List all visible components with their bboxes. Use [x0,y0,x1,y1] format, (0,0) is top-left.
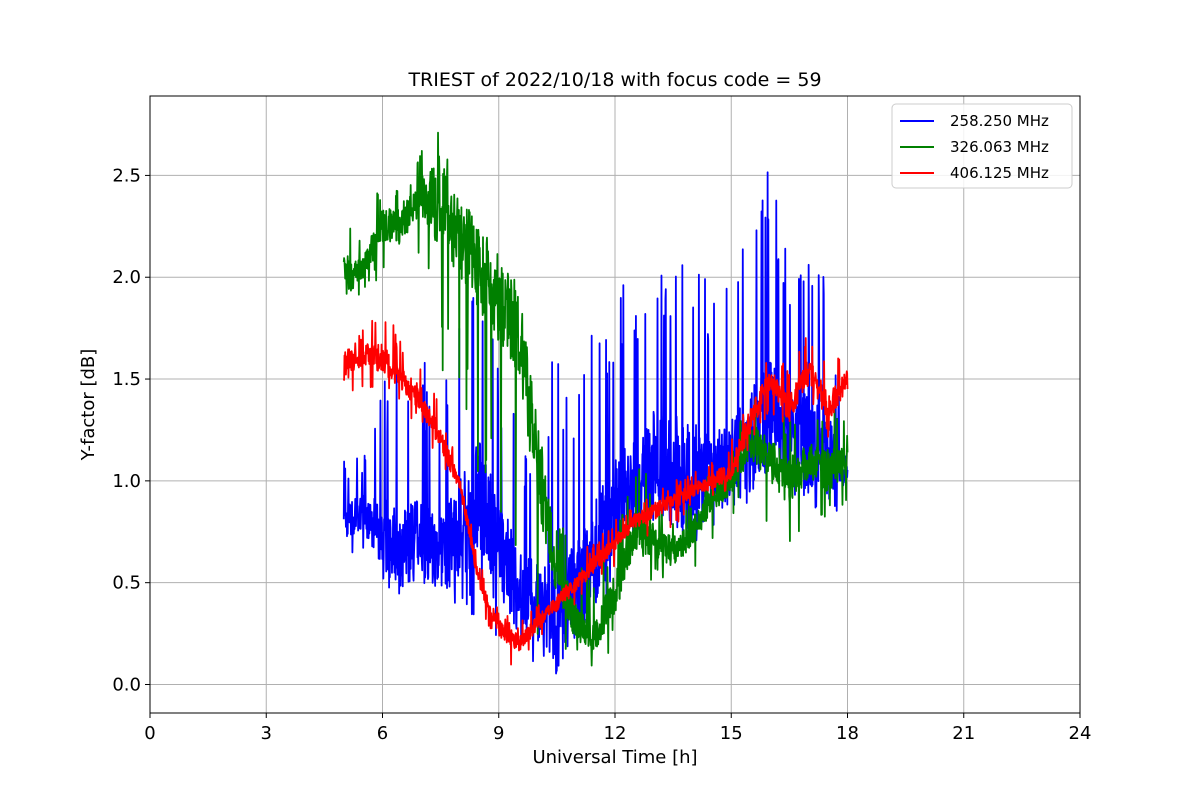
legend-label: 326.063 MHz [950,138,1049,156]
x-tick-label: 12 [604,723,627,744]
legend: 258.250 MHz 326.063 MHz 406.125 MHz [891,103,1073,189]
y-tick-label: 1.5 [112,369,141,390]
x-axis: 0 3 6 9 12 15 18 21 24 [144,713,1091,744]
y-tick-label: 0.5 [112,573,141,594]
x-tick-label: 0 [144,723,155,744]
x-tick-label: 6 [377,723,388,744]
y-tick-label: 0.0 [112,674,141,695]
x-tick-label: 15 [720,723,743,744]
legend-label: 258.250 MHz [950,112,1049,130]
y-axis-label: Y-factor [dB] [78,349,99,462]
x-axis-label: Universal Time [h] [532,747,697,768]
x-tick-label: 3 [261,723,272,744]
series-line [342,171,849,675]
chart-title: TRIEST of 2022/10/18 with focus code = 5… [407,69,821,91]
y-tick-label: 2.0 [112,267,141,288]
legend-label: 406.125 MHz [950,164,1049,182]
x-tick-label: 24 [1069,723,1092,744]
y-tick-label: 1.0 [112,471,141,492]
series-line [342,319,849,666]
plot-area [342,131,849,675]
y-axis: 0.0 0.5 1.0 1.5 2.0 2.5 [112,165,150,695]
x-tick-label: 21 [952,723,975,744]
x-tick-label: 18 [836,723,859,744]
legend-box [891,103,1073,189]
x-tick-label: 9 [493,723,504,744]
series-line [342,131,849,667]
y-tick-label: 2.5 [112,165,141,186]
